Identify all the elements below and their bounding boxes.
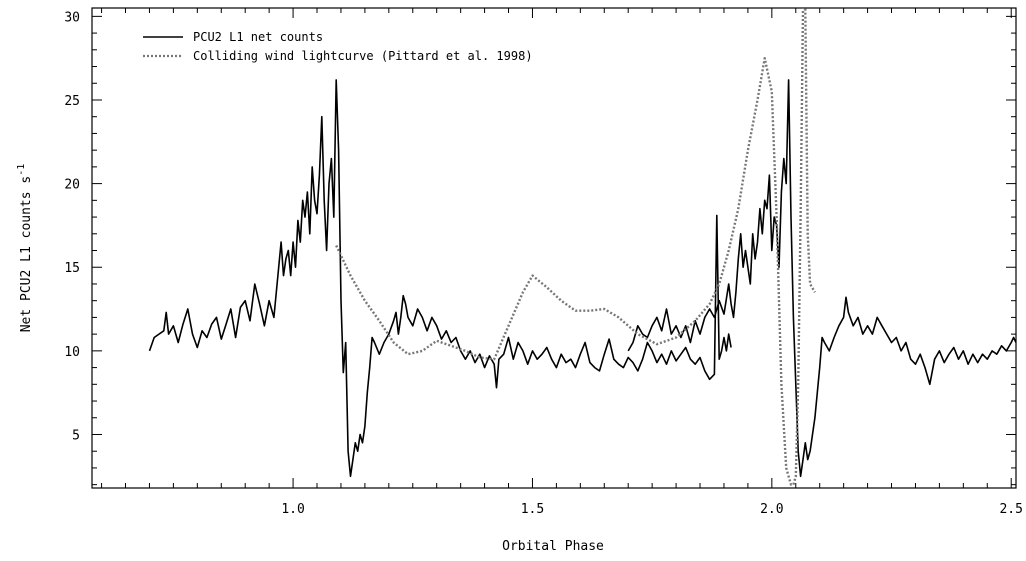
- y-tick-label: 10: [64, 345, 80, 360]
- legend-solid-label: PCU2 L1 net counts: [193, 30, 323, 44]
- y-axis: 5 10 15 20 25 30: [64, 10, 1016, 486]
- x-tick-label: 2.0: [760, 502, 783, 517]
- y-tick-label: 5: [72, 428, 80, 443]
- y-tick-label: 25: [64, 94, 80, 109]
- x-tick-label: 1.0: [281, 502, 304, 517]
- colliding-wind-line-seg-0: [335, 8, 816, 486]
- y-axis-label-main: Net PCU2 L1 counts s: [19, 176, 34, 333]
- x-axis: 1.0 1.5 2.0 2.5: [101, 8, 1023, 517]
- legend: PCU2 L1 net counts Colliding wind lightc…: [143, 30, 533, 63]
- y-tick-label: 20: [64, 178, 80, 193]
- net-counts-line-seg-0: [148, 79, 732, 478]
- y-tick-label: 15: [64, 261, 80, 276]
- y-tick-label: 30: [64, 10, 80, 25]
- legend-dotted-label: Colliding wind lightcurve (Pittard et al…: [193, 49, 533, 63]
- y-axis-label: Net PCU2 L1 counts s-1: [16, 164, 34, 333]
- x-axis-label: Orbital Phase: [502, 539, 604, 554]
- net-counts-line-seg-1: [627, 79, 1016, 478]
- x-tick-label: 1.5: [521, 502, 544, 517]
- x-tick-label: 2.5: [999, 502, 1022, 517]
- y-axis-label-sup: -1: [16, 164, 27, 176]
- series-layer: [148, 8, 1016, 486]
- plot-frame: [91, 7, 1017, 489]
